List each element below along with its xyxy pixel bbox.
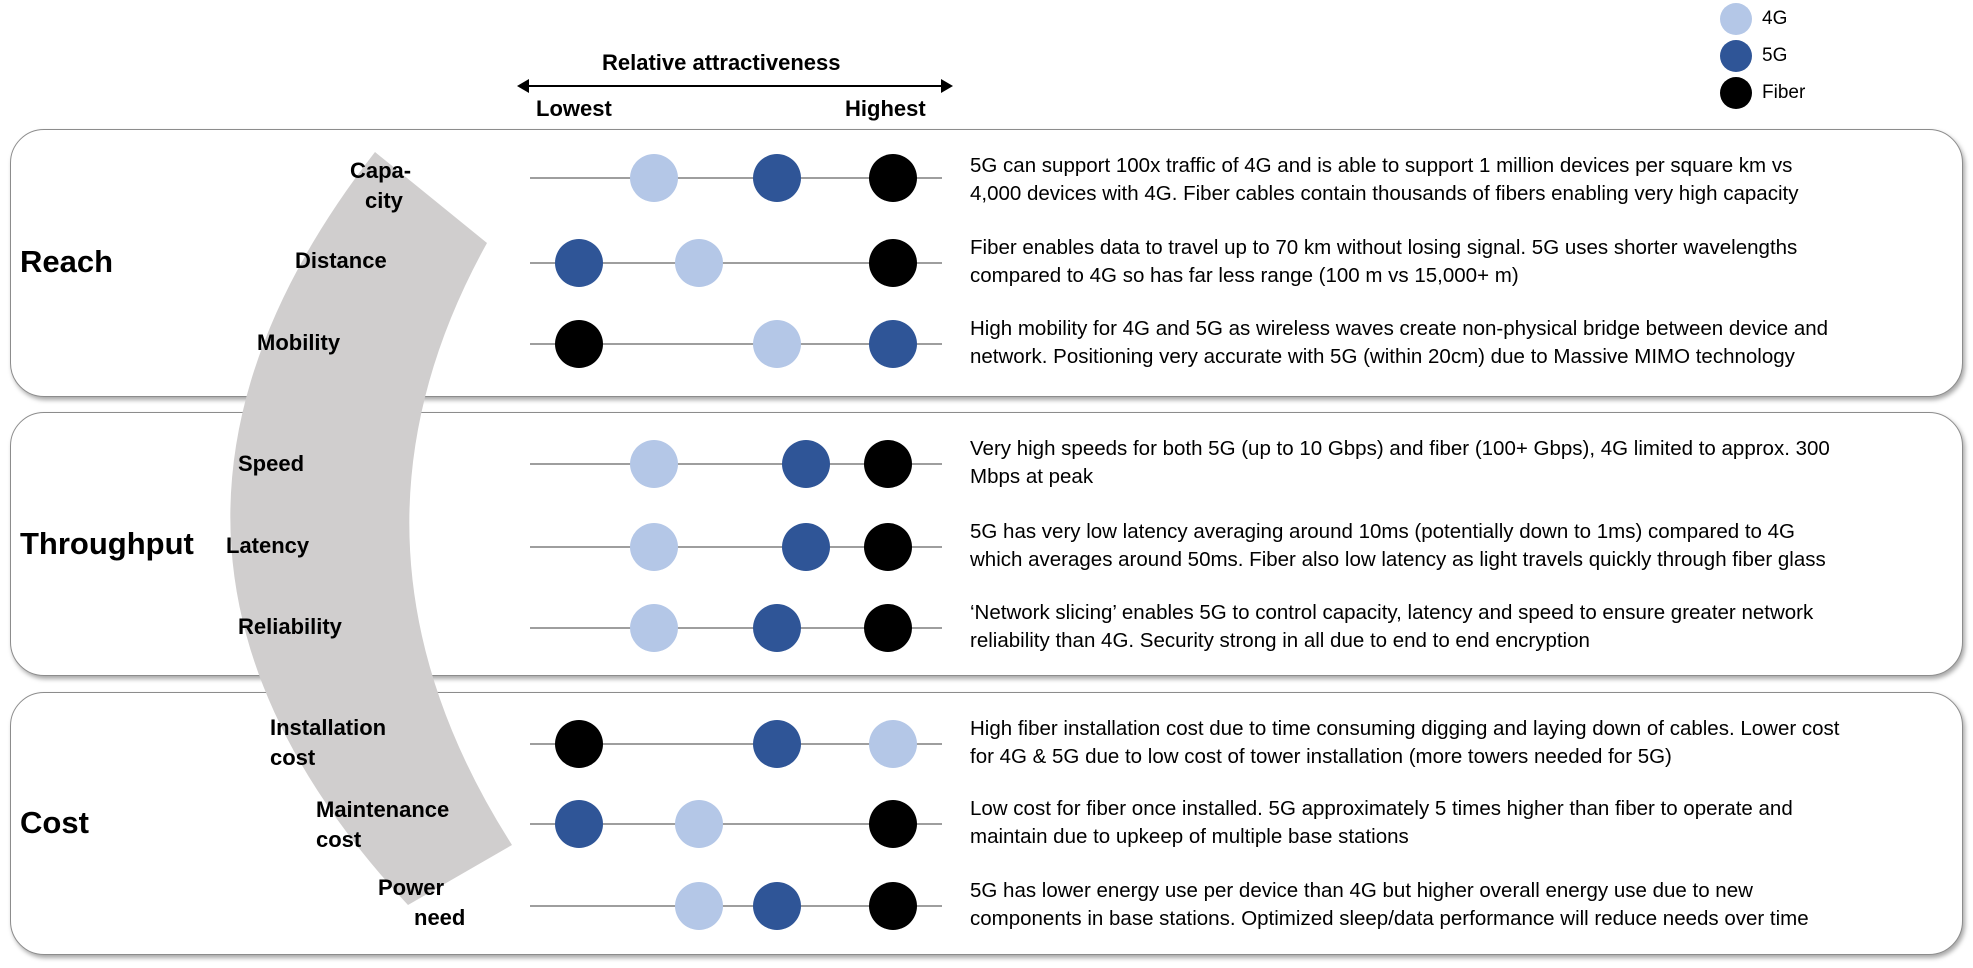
rating-dot-reliability-5g — [753, 604, 802, 652]
description-latency: 5G has very low latency averaging around… — [970, 518, 1955, 574]
rating-dot-latency-4g — [629, 523, 678, 571]
legend-dot-5g — [1720, 40, 1752, 72]
rating-dot-capacity-fiber — [868, 154, 917, 202]
rating-dot-maintenance-cost-5g — [555, 800, 604, 848]
legend-label-4g: 4G — [1762, 8, 1788, 29]
factor-label-capacity: Capa- city — [350, 156, 411, 216]
description-speed: Very high speeds for both 5G (up to 10 G… — [970, 435, 1955, 491]
section-title-reach: Reach — [20, 244, 114, 279]
description-reliability-line2: reliability than 4G. Security strong in … — [970, 629, 1590, 652]
rating-track-installation-cost — [530, 743, 942, 745]
factor-label-power-line2: need — [414, 905, 466, 930]
factor-label-maintenance-line1: Maintenance — [316, 797, 450, 822]
description-capacity: 5G can support 100x traffic of 4G and is… — [970, 152, 1955, 208]
rating-dot-distance-5g — [555, 239, 604, 287]
description-installation-line1: High fiber installation cost due to time… — [970, 717, 1840, 740]
legend-dot-4g — [1720, 3, 1752, 35]
description-capacity-line2: 4,000 devices with 4G. Fiber cables cont… — [970, 182, 1799, 205]
factor-label-installation-cost: Installation cost — [270, 713, 386, 773]
highest-label: Highest — [845, 96, 926, 121]
description-power-line2: components in base stations. Optimized s… — [970, 907, 1809, 930]
rating-dot-installation-cost-5g — [753, 720, 802, 768]
description-speed-line1: Very high speeds for both 5G (up to 10 G… — [970, 437, 1830, 460]
rating-dot-latency-5g — [782, 523, 831, 571]
description-maintenance-cost: Low cost for fiber once installed. 5G ap… — [970, 795, 1955, 851]
factor-label-reliability: Reliability — [238, 614, 342, 639]
legend-dot-fiber — [1720, 77, 1752, 109]
factor-label-installation-line1: Installation — [270, 715, 387, 740]
double-arrow-icon — [517, 79, 953, 93]
rating-dot-capacity-5g — [753, 154, 802, 202]
rating-track-reliability — [530, 627, 942, 629]
description-latency-line2: which averages around 50ms. Fiber also l… — [970, 548, 1826, 571]
legend-label-5g: 5G — [1762, 45, 1788, 66]
factor-label-distance: Distance — [295, 248, 387, 273]
description-reliability-line1: ‘Network slicing’ enables 5G to control … — [970, 601, 1814, 624]
legend-item-4g: 4G — [1720, 3, 1787, 35]
rating-dot-distance-fiber — [868, 239, 917, 287]
factor-label-installation-line2: cost — [270, 745, 316, 770]
description-latency-line1: 5G has very low latency averaging around… — [970, 520, 1795, 543]
rating-dot-reliability-fiber — [864, 604, 913, 652]
rating-dot-power-need-fiber — [868, 882, 917, 930]
rating-dot-mobility-4g — [753, 320, 802, 368]
rating-track-maintenance-cost — [530, 823, 942, 825]
rating-dot-mobility-5g — [868, 320, 917, 368]
rating-dot-power-need-4g — [674, 882, 723, 930]
section-title-cost: Cost — [20, 805, 89, 840]
rating-dot-distance-4g — [674, 239, 723, 287]
description-mobility: High mobility for 4G and 5G as wireless … — [970, 315, 1955, 371]
rating-dot-speed-5g — [782, 440, 831, 488]
description-distance: Fiber enables data to travel up to 70 km… — [970, 234, 1955, 290]
rating-track-mobility — [530, 343, 942, 345]
rating-dot-reliability-4g — [629, 604, 678, 652]
description-installation-cost: High fiber installation cost due to time… — [970, 715, 1955, 771]
attractiveness-axis-title: Relative attractiveness — [602, 50, 841, 75]
rating-dot-mobility-fiber — [555, 320, 604, 368]
description-power-need: 5G has lower energy use per device than … — [970, 877, 1955, 933]
lowest-label: Lowest — [536, 96, 612, 121]
description-maintenance-line1: Low cost for fiber once installed. 5G ap… — [970, 797, 1793, 820]
legend-label-fiber: Fiber — [1762, 82, 1806, 103]
rating-track-capacity — [530, 177, 942, 179]
factor-label-latency: Latency — [226, 533, 310, 558]
rating-dot-capacity-4g — [629, 154, 678, 202]
description-speed-line2: Mbps at peak — [970, 465, 1094, 488]
rating-dot-maintenance-cost-fiber — [868, 800, 917, 848]
rating-track-speed — [530, 463, 942, 465]
rating-dot-maintenance-cost-4g — [674, 800, 723, 848]
factor-label-power-need: Power need — [378, 873, 465, 933]
description-capacity-line1: 5G can support 100x traffic of 4G and is… — [970, 154, 1793, 177]
rating-dot-installation-cost-4g — [868, 720, 917, 768]
description-distance-line2: compared to 4G so has far less range (10… — [970, 264, 1519, 287]
rating-track-power-need — [530, 905, 942, 907]
factor-label-capacity-line1: Capa- — [350, 158, 412, 183]
description-distance-line1: Fiber enables data to travel up to 70 km… — [970, 236, 1798, 259]
rating-track-latency — [530, 546, 942, 548]
rating-dot-latency-fiber — [864, 523, 913, 571]
description-reliability: ‘Network slicing’ enables 5G to control … — [970, 599, 1955, 655]
description-power-line1: 5G has lower energy use per device than … — [970, 879, 1753, 902]
factor-label-power-line1: Power — [378, 875, 445, 900]
rating-dot-speed-4g — [629, 440, 678, 488]
rating-dot-power-need-5g — [753, 882, 802, 930]
rating-dot-installation-cost-fiber — [555, 720, 604, 768]
legend-item-fiber: Fiber — [1720, 77, 1805, 109]
rating-dot-speed-fiber — [864, 440, 913, 488]
section-title-throughput: Throughput — [20, 526, 194, 561]
factor-label-speed: Speed — [238, 451, 305, 476]
description-maintenance-line2: maintain due to upkeep of multiple base … — [970, 825, 1409, 848]
description-mobility-line2: network. Positioning very accurate with … — [970, 345, 1795, 368]
description-installation-line2: for 4G & 5G due to low cost of tower ins… — [970, 745, 1672, 768]
factor-label-capacity-line2: city — [365, 188, 403, 213]
legend-item-5g: 5G — [1720, 40, 1787, 72]
rating-track-distance — [530, 262, 942, 264]
factor-label-maintenance-line2: cost — [316, 827, 362, 852]
factor-label-mobility: Mobility — [257, 330, 341, 355]
factor-label-maintenance-cost: Maintenance cost — [316, 795, 449, 855]
description-mobility-line1: High mobility for 4G and 5G as wireless … — [970, 317, 1829, 340]
